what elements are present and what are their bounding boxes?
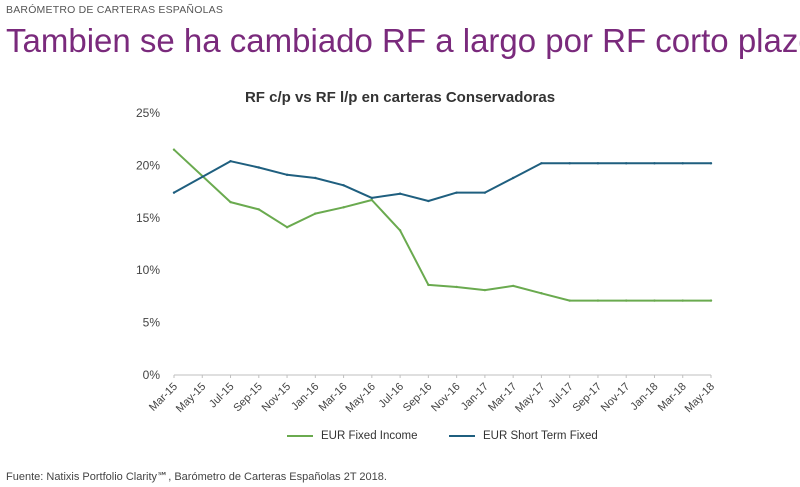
series-point-1 (427, 199, 430, 203)
chart-title: RF c/p vs RF l/p en carteras Conservador… (244, 89, 556, 106)
series-point-1 (398, 192, 402, 195)
x-tick-label: Jan-18 (628, 381, 660, 413)
series-point-1 (568, 162, 571, 165)
y-tick-label: 0% (143, 368, 161, 382)
series-point-1 (455, 191, 458, 194)
series-point-0 (370, 198, 374, 202)
legend-label-eur-short-term-fixed: EUR Short Term Fixed (483, 430, 598, 442)
series-point-1 (709, 162, 713, 165)
x-tick-label: Jan-17 (459, 381, 491, 413)
series-point-1 (483, 191, 487, 194)
series-point-0 (314, 212, 317, 215)
report-kicker: BARÓMETRO DE CARTERAS ESPAÑOLAS (6, 4, 224, 16)
series-point-1 (285, 173, 289, 177)
y-tick-label: 10% (136, 263, 160, 277)
series-point-0 (511, 284, 515, 288)
legend-item-eur-short-term-fixed: EUR Short Term Fixed (449, 430, 598, 442)
source-label: Fuente: (6, 471, 44, 483)
chart-legend: EUR Fixed Income EUR Short Term Fixed (0, 430, 800, 446)
series-point-0 (483, 288, 487, 292)
x-tick-label: Nov-15 (260, 381, 294, 415)
series-point-1 (625, 162, 628, 165)
series-point-0 (398, 229, 402, 232)
y-tick-label: 20% (136, 158, 160, 172)
y-tick-label: 15% (136, 211, 160, 225)
series-point-1 (653, 162, 656, 165)
x-tick-label: May-15 (174, 381, 208, 415)
series-point-0 (681, 299, 684, 302)
legend-item-eur-fixed-income: EUR Fixed Income (287, 430, 418, 442)
page-headline: Tambien se ha cambiado RF a largo por RF… (6, 22, 800, 59)
series-point-1 (511, 176, 515, 180)
series-point-1 (257, 166, 260, 169)
x-tick-label: May-16 (344, 381, 378, 415)
series-point-0 (653, 299, 656, 302)
series-point-0 (427, 283, 430, 287)
x-tick-label: Nov-17 (599, 381, 633, 415)
line-chart: 0%5%10%15%20%25%Mar-15May-15Jul-15Sep-15… (136, 106, 717, 415)
series-point-0 (596, 299, 600, 302)
series-point-0 (257, 208, 260, 211)
x-tick-label: Sep-16 (401, 381, 435, 415)
x-tick-label: Sep-17 (570, 381, 604, 415)
series-point-1 (172, 191, 176, 194)
x-tick-label: Sep-15 (231, 381, 265, 415)
series-point-1 (681, 162, 684, 165)
y-tick-label: 25% (136, 106, 160, 120)
series-point-0 (229, 200, 232, 204)
series-point-0 (455, 285, 458, 289)
source-note: Fuente: Natixis Portfolio Clarity℠, Baró… (6, 470, 387, 483)
legend-swatch-eur-fixed-income (287, 435, 313, 437)
series-point-1 (370, 196, 374, 200)
series-point-0 (709, 299, 713, 302)
series-point-1 (540, 162, 543, 165)
series-point-0 (625, 299, 628, 302)
x-tick-label: Nov-16 (429, 381, 463, 415)
series-point-0 (568, 299, 571, 302)
source-text: Natixis Portfolio Clarity℠, Barómetro de… (46, 471, 387, 483)
series-point-0 (285, 226, 289, 229)
series-point-1 (596, 162, 600, 165)
series-point-1 (314, 176, 317, 180)
series-point-0 (342, 206, 345, 209)
x-tick-label: May-17 (513, 381, 547, 415)
series-point-0 (172, 148, 176, 151)
legend-label-eur-fixed-income: EUR Fixed Income (321, 430, 418, 442)
legend-swatch-eur-short-term-fixed (449, 435, 475, 437)
y-tick-label: 5% (143, 316, 161, 330)
series-point-0 (540, 292, 543, 295)
series-line-0 (173, 148, 712, 302)
x-tick-label: Jan-16 (289, 381, 321, 413)
series-point-1 (342, 184, 345, 187)
series-point-1 (229, 160, 232, 163)
series-line-1 (173, 160, 712, 202)
x-tick-label: May-18 (683, 381, 717, 415)
